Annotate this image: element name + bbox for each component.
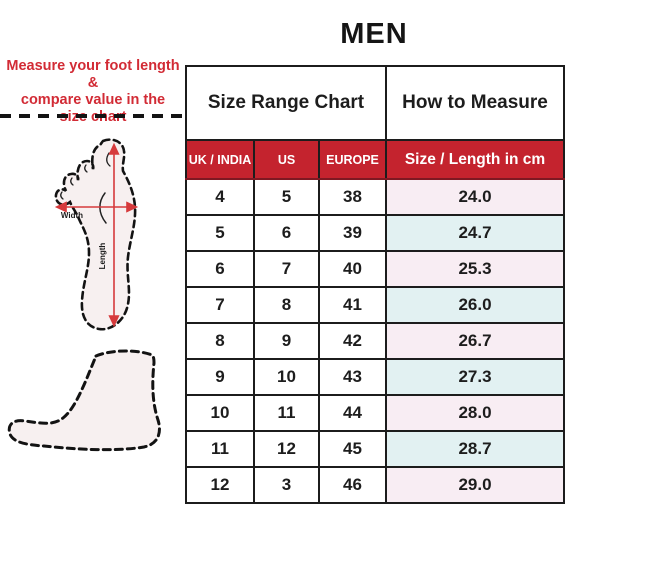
cell-cm: 24.7	[385, 214, 566, 252]
cell-us: 11	[253, 394, 320, 432]
cell-cm: 27.3	[385, 358, 566, 396]
cell-uk: 8	[185, 322, 255, 360]
cell-uk: 7	[185, 286, 255, 324]
toe-crease-marks	[60, 152, 111, 200]
cell-eu: 39	[317, 214, 388, 252]
instruction-line: compare value in the	[20, 92, 166, 108]
cell-us: 10	[253, 358, 320, 396]
cell-cm: 28.7	[385, 430, 566, 468]
cell-eu: 38	[317, 178, 388, 216]
size-row: 8 9 42 26.7	[185, 322, 566, 360]
cell-us: 5	[253, 178, 320, 216]
table-group-header-row: Size Range Chart How to Measure	[184, 65, 566, 141]
col-header-us: US	[253, 139, 320, 180]
size-row: 12 3 46 29.0	[185, 466, 566, 504]
cell-us: 6	[253, 214, 320, 252]
cell-cm: 28.0	[385, 394, 566, 432]
length-label: Length	[98, 243, 107, 270]
size-row: 6 7 40 25.3	[185, 250, 566, 288]
col-header-size-length: Size / Length in cm	[385, 139, 566, 180]
cell-cm: 25.3	[385, 250, 566, 288]
cell-uk: 4	[185, 178, 255, 216]
size-range-table: Size Range Chart How to Measure UK / IND…	[184, 65, 566, 504]
foot-side-view-diagram	[7, 349, 161, 452]
page-title: MEN	[340, 18, 408, 50]
cell-eu: 41	[317, 286, 388, 324]
cell-uk: 10	[185, 394, 255, 432]
cell-us: 7	[253, 250, 320, 288]
cell-cm: 26.7	[385, 322, 566, 360]
col-header-europe: EUROPE	[317, 139, 388, 180]
group-header-how-to-measure: How to Measure	[385, 65, 566, 141]
cell-uk: 6	[185, 250, 255, 288]
cell-eu: 42	[317, 322, 388, 360]
group-header-size-range: Size Range Chart	[184, 65, 388, 141]
size-row: 5 6 39 24.7	[185, 214, 566, 252]
dashed-separator-line	[0, 114, 186, 118]
size-row: 7 8 41 26.0	[185, 286, 566, 324]
foot-sole-outline	[54, 138, 137, 331]
instruction-line: Measure your foot length &	[6, 58, 180, 91]
cell-eu: 44	[317, 394, 388, 432]
size-row: 10 11 44 28.0	[185, 394, 566, 432]
cell-eu: 45	[317, 430, 388, 468]
cell-us: 3	[253, 466, 320, 504]
cell-eu: 43	[317, 358, 388, 396]
cell-us: 8	[253, 286, 320, 324]
cell-uk: 5	[185, 214, 255, 252]
measure-instruction-text: Measure your foot length & compare value…	[0, 58, 186, 126]
cell-uk: 11	[185, 430, 255, 468]
width-label: Width	[61, 211, 83, 220]
foot-top-view-diagram: Width Length	[54, 138, 139, 331]
cell-eu: 40	[317, 250, 388, 288]
cell-eu: 46	[317, 466, 388, 504]
size-row: 9 10 43 27.3	[185, 358, 566, 396]
cell-cm: 24.0	[385, 178, 566, 216]
cell-uk: 12	[185, 466, 255, 504]
cell-cm: 26.0	[385, 286, 566, 324]
cell-us: 12	[253, 430, 320, 468]
cell-uk: 9	[185, 358, 255, 396]
table-column-header-row: UK / INDIA US EUROPE Size / Length in cm	[185, 139, 566, 180]
cell-cm: 29.0	[385, 466, 566, 504]
col-header-uk-india: UK / INDIA	[185, 139, 255, 180]
cell-us: 9	[253, 322, 320, 360]
foot-side-outline	[7, 349, 161, 452]
size-row: 11 12 45 28.7	[185, 430, 566, 468]
size-row: 4 5 38 24.0	[185, 178, 566, 216]
